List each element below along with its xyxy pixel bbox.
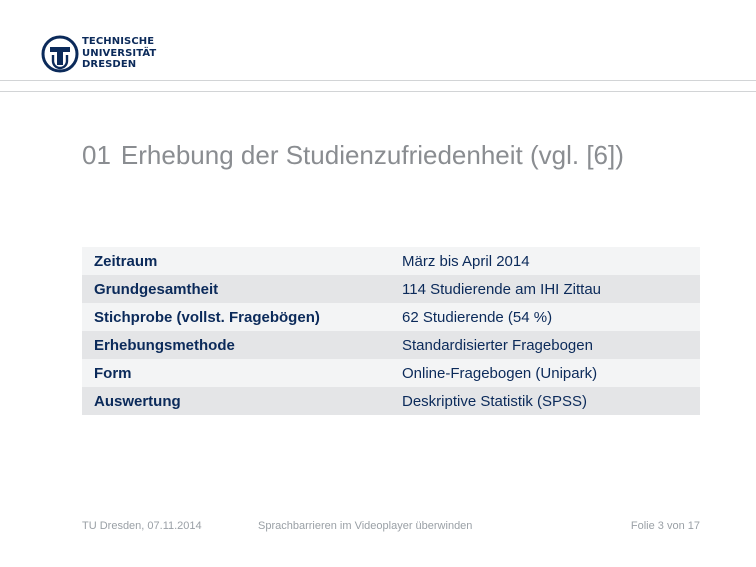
logo-line-1: TECHNISCHE bbox=[82, 36, 155, 47]
slide-section-number: 01 bbox=[82, 140, 111, 170]
table-row: Grundgesamtheit 114 Studierende am IHI Z… bbox=[82, 275, 700, 303]
row-value: Deskriptive Statistik (SPSS) bbox=[402, 392, 588, 410]
logo-wordmark: TECHNISCHE UNIVERSITÄT DRESDEN bbox=[82, 36, 156, 71]
row-value: März bis April 2014 bbox=[402, 252, 530, 270]
table-row: Stichprobe (vollst. Fragebögen) 62 Studi… bbox=[82, 303, 700, 331]
row-label: Grundgesamtheit bbox=[94, 280, 219, 298]
tu-dresden-emblem-icon bbox=[41, 35, 79, 73]
logo-line-3: DRESDEN bbox=[82, 59, 137, 70]
row-value: Standardisierter Fragebogen bbox=[402, 336, 593, 354]
table-row: Zeitraum März bis April 2014 bbox=[82, 247, 700, 275]
table-row: Form Online-Fragebogen (Unipark) bbox=[82, 359, 700, 387]
row-value: 62 Studierende (54 %) bbox=[402, 308, 553, 326]
row-value: 114 Studierende am IHI Zittau bbox=[402, 280, 601, 298]
slide-title-text: Erhebung der Studienzufriedenheit (vgl. … bbox=[120, 140, 624, 170]
row-label: Auswertung bbox=[94, 392, 181, 410]
row-label: Stichprobe (vollst. Fragebögen) bbox=[94, 308, 320, 326]
header-divider-secondary bbox=[0, 91, 756, 92]
table-row: Erhebungsmethode Standardisierter Frageb… bbox=[82, 331, 700, 359]
footer-date: TU Dresden, 07.11.2014 bbox=[82, 520, 202, 532]
logo-line-2: UNIVERSITÄT bbox=[82, 47, 157, 59]
row-label: Form bbox=[94, 364, 132, 382]
slide-title: 01 Erhebung der Studienzufriedenheit (vgl… bbox=[82, 140, 624, 171]
row-label: Zeitraum bbox=[94, 252, 158, 270]
survey-info-table: Zeitraum März bis April 2014 Grundgesamt… bbox=[82, 247, 700, 415]
row-label: Erhebungsmethode bbox=[94, 336, 235, 354]
header-divider bbox=[0, 80, 756, 81]
row-value: Online-Fragebogen (Unipark) bbox=[402, 364, 598, 382]
footer-presentation-title: Sprachbarrieren im Videoplayer überwinde… bbox=[258, 520, 473, 532]
footer-slide-number: Folie 3 von 17 bbox=[630, 520, 700, 532]
table-row: Auswertung Deskriptive Statistik (SPSS) bbox=[82, 387, 700, 415]
